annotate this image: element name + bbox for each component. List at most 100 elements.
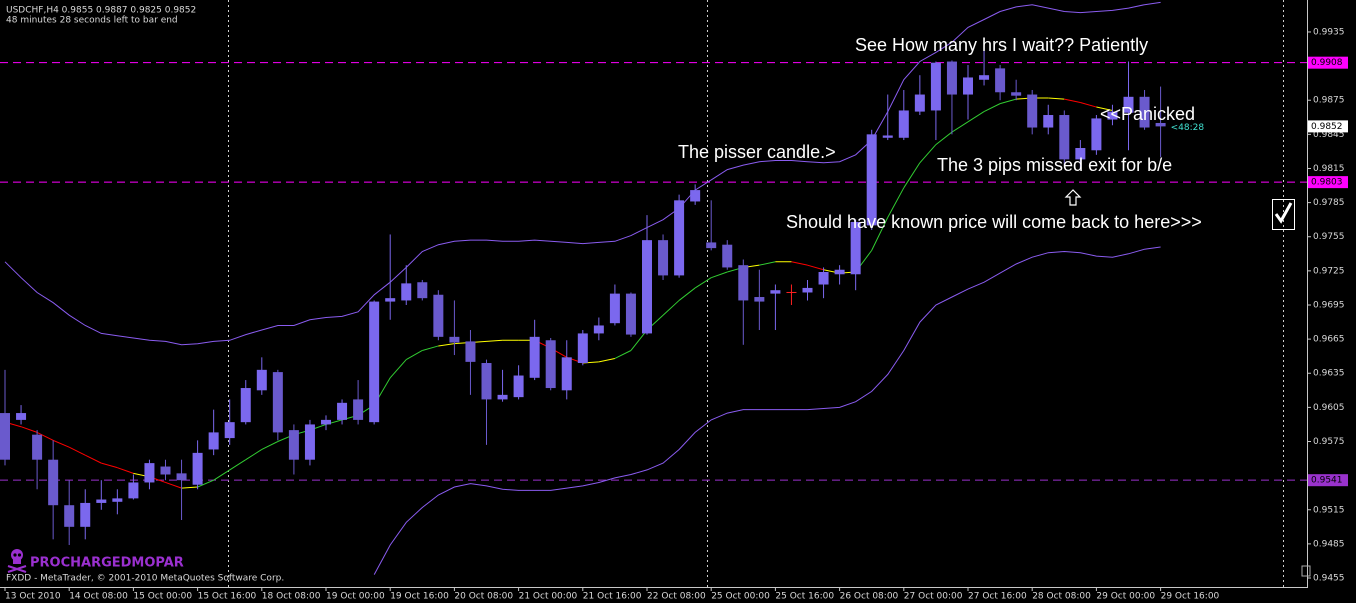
moving-average — [903, 162, 921, 189]
candle-body — [930, 62, 941, 111]
x-tick-label: 25 Oct 00:00 — [711, 592, 770, 602]
candle-body — [802, 287, 813, 293]
band-lower — [373, 246, 1161, 575]
moving-average — [1048, 97, 1065, 100]
copyright: FXDD - MetaTrader, © 2001-2010 MetaQuote… — [6, 574, 284, 584]
moving-average — [614, 350, 632, 359]
x-tick-label: 26 Oct 08:00 — [840, 592, 899, 602]
candle-body — [545, 340, 556, 389]
candle-body — [995, 68, 1006, 93]
moving-average — [983, 103, 1001, 113]
level-label: 0.9803 — [1311, 178, 1343, 188]
moving-average — [117, 467, 134, 474]
moving-average — [919, 144, 937, 164]
moving-average — [20, 426, 38, 433]
level-label-box — [1308, 176, 1348, 189]
y-tick-label: 0.9665 — [1313, 335, 1345, 345]
brand: PROCHARGEDMOPAR — [30, 556, 184, 571]
y-tick-label: 0.9875 — [1313, 96, 1345, 106]
moving-average — [759, 261, 776, 266]
candle-body — [513, 375, 524, 398]
candle-body — [946, 61, 957, 95]
annotation: Should have known price will come back t… — [786, 212, 1202, 232]
candle-body — [738, 265, 749, 301]
candle-body — [288, 430, 299, 460]
candle-body — [304, 424, 315, 460]
candle-body — [979, 75, 990, 80]
candle-body — [16, 413, 27, 420]
candle-body — [561, 357, 572, 391]
up-arrow-icon — [1064, 189, 1082, 206]
candle-body — [224, 422, 235, 439]
candle-body — [529, 336, 540, 378]
moving-average — [711, 271, 728, 279]
current-price-box — [1308, 120, 1348, 133]
y-tick-label: 0.9485 — [1313, 539, 1345, 549]
candle-body — [192, 452, 203, 485]
candle-body — [128, 482, 139, 499]
moving-average — [101, 462, 118, 469]
moving-average — [165, 481, 182, 489]
x-tick-label: 19 Oct 16:00 — [390, 592, 449, 602]
candle-body — [754, 297, 765, 302]
candle-body — [208, 432, 219, 450]
corner-icon — [1301, 565, 1311, 577]
x-tick-label: 14 Oct 08:00 — [69, 592, 128, 602]
candle-body — [593, 325, 604, 334]
candle-body — [914, 94, 925, 112]
moving-average — [935, 131, 953, 145]
bar-timer: <48:28 — [1171, 123, 1205, 133]
moving-average — [422, 345, 439, 351]
x-tick-label: 22 Oct 08:00 — [647, 592, 706, 602]
candle-body — [1075, 148, 1086, 160]
y-tick-label: 0.9515 — [1313, 505, 1345, 515]
candle-body — [256, 369, 267, 391]
candle-body — [417, 282, 428, 299]
check-mark-icon — [1274, 202, 1293, 224]
candle-body — [1107, 111, 1118, 120]
moving-average — [85, 454, 102, 464]
candle-body — [1027, 94, 1038, 128]
candle-body — [706, 242, 717, 249]
candle-body — [465, 341, 476, 362]
candle-body — [609, 293, 620, 324]
annotation: <<Panicked — [1100, 104, 1195, 124]
y-tick-label: 0.9635 — [1313, 369, 1345, 379]
moving-average — [1064, 98, 1081, 103]
moving-average — [871, 217, 889, 251]
moving-average — [245, 449, 263, 461]
x-tick-label: 18 Oct 08:00 — [262, 592, 321, 602]
level-label: 0.9541 — [1311, 476, 1343, 486]
y-tick-label: 0.9815 — [1313, 164, 1345, 174]
symbol-header: USDCHF,H4 0.9855 0.9887 0.9825 0.9852 — [6, 6, 196, 16]
level-label-box — [1308, 474, 1348, 487]
y-tick-label: 0.9695 — [1313, 300, 1345, 310]
candle-body — [369, 301, 380, 423]
x-tick-label: 29 Oct 16:00 — [1161, 592, 1220, 602]
candle-body — [658, 240, 669, 276]
checkbox-icon — [1272, 199, 1295, 230]
y-tick-label: 0.9935 — [1313, 27, 1345, 37]
candle-body — [1091, 118, 1102, 151]
candle-body — [1123, 96, 1134, 113]
candle-body — [963, 77, 973, 95]
level-label-box — [1308, 56, 1348, 69]
y-tick-label: 0.9845 — [1313, 130, 1345, 140]
candle-body — [481, 363, 492, 400]
moving-average — [887, 187, 905, 218]
candle-body — [1043, 115, 1054, 128]
moving-average — [68, 446, 86, 456]
x-tick-label: 15 Oct 00:00 — [133, 592, 192, 602]
moving-average — [486, 339, 503, 342]
moving-average — [229, 459, 247, 471]
moving-average — [261, 441, 279, 450]
candle-body — [882, 135, 893, 138]
moving-average — [999, 98, 1017, 105]
x-tick-label: 21 Oct 16:00 — [583, 592, 642, 602]
y-tick-label: 0.9455 — [1313, 574, 1345, 584]
moving-average — [662, 300, 680, 316]
candle-body — [818, 271, 829, 285]
level-label: 0.9908 — [1311, 58, 1343, 68]
